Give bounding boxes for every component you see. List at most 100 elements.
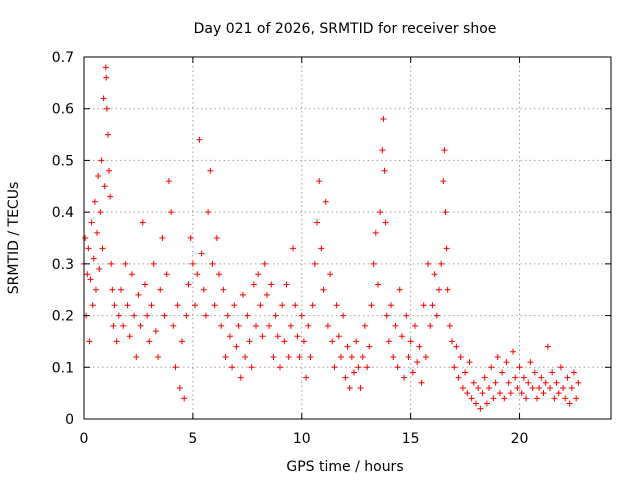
data-point [213,235,220,241]
data-point [109,286,116,293]
data-point [470,379,477,386]
data-point [564,374,571,381]
data-point [229,364,236,371]
data-point [342,374,349,381]
data-point [449,338,456,345]
data-point [435,286,442,293]
data-point [152,328,159,335]
data-point [222,353,229,360]
y-tick-label: 0.2 [52,309,74,325]
data-point [170,322,177,329]
data-point [536,384,543,391]
data-point [178,338,185,345]
data-point [95,172,102,179]
data-point [292,302,299,309]
data-point [475,384,482,391]
data-point [96,266,103,273]
data-point [101,183,108,190]
data-point [185,281,192,288]
data-point [122,260,129,267]
data-point [488,364,495,371]
y-tick-label: 0 [65,412,74,428]
data-point [82,235,89,241]
data-point [159,235,166,241]
data-point [542,379,549,386]
data-point [446,322,453,329]
data-point [357,384,364,391]
data-point [108,260,115,267]
data-point [405,353,412,360]
data-point [481,374,488,381]
data-point [316,178,323,185]
data-point [146,338,153,345]
data-point [401,374,408,381]
data-point [87,276,94,283]
data-point [104,131,111,138]
data-point [575,379,582,386]
data-point [501,395,508,402]
data-point [100,95,107,102]
data-point [346,384,353,391]
data-point [181,395,188,402]
data-point [274,333,281,340]
data-point [85,245,92,252]
data-point [510,348,517,355]
data-point [128,271,135,278]
data-point [331,364,338,371]
data-point [490,395,497,402]
data-point [420,302,427,309]
data-point [442,209,449,216]
data-point [126,333,133,340]
data-point [111,302,118,309]
data-point [233,343,240,350]
data-point [340,312,347,319]
data-point [281,338,288,345]
data-point [368,302,375,309]
data-point [380,116,387,123]
data-point [549,369,556,376]
chart-title: Day 021 of 2026, SRMTID for receiver sho… [194,21,497,37]
data-point [86,338,93,345]
data-point [309,302,316,309]
data-point [566,400,573,407]
data-point [216,271,223,278]
data-point [118,286,125,293]
data-point [514,384,521,391]
data-point [120,322,127,329]
data-point [477,405,484,412]
axis-ticks: 0 0.1 0.2 0.3 0.4 0.5 0.6 0.7 0 5 10 15 20 [52,50,611,447]
data-point [211,302,218,309]
data-point [527,359,534,366]
data-point [322,198,329,205]
data-point [335,333,342,340]
data-point [237,374,244,381]
data-point [137,322,144,329]
data-point [244,312,251,319]
data-point [157,286,164,293]
data-point [103,74,110,81]
data-point [538,374,545,381]
data-point [98,157,105,164]
data-point [94,229,101,236]
data-point [562,395,569,402]
data-point [103,105,110,112]
data-point [418,379,425,386]
data-point [462,369,469,376]
data-point [455,374,462,381]
data-point [196,136,203,143]
data-point [366,343,373,350]
data-point [135,291,142,298]
data-point [168,209,175,216]
data-point [374,281,381,288]
data-point [189,260,196,267]
data-point [520,374,527,381]
data-point [398,333,405,340]
data-point [394,364,401,371]
data-point [298,312,305,319]
data-point [382,219,389,226]
data-point [412,322,419,329]
data-point [427,322,434,329]
data-point [555,390,562,397]
data-point [259,333,266,340]
